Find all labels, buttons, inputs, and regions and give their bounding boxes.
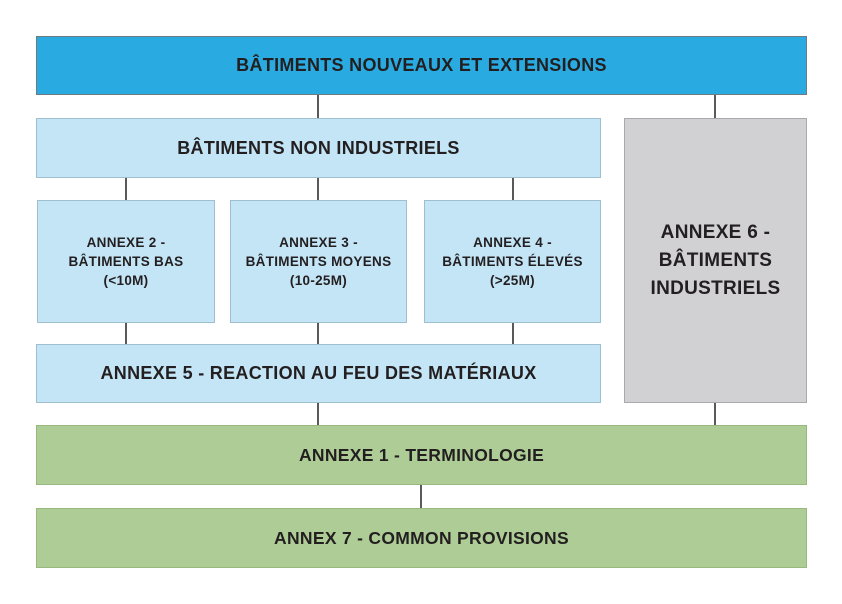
connector-top-to-non-industriels xyxy=(317,95,319,118)
connector-top-to-annexe-6 xyxy=(714,95,716,118)
node-annexe-4-batiments-eleves: ANNEXE 4 - BÂTIMENTS ÉLEVÉS (>25M) xyxy=(424,200,601,323)
connector-non-industriels-to-annexe-4 xyxy=(512,178,514,200)
node-annex-7-common-provisions: ANNEX 7 - COMMON PROVISIONS xyxy=(36,508,807,568)
connector-annexe-3-to-annexe-5 xyxy=(317,323,319,344)
node-annexe-1-terminologie: ANNEXE 1 - TERMINOLOGIE xyxy=(36,425,807,485)
node-batiments-non-industriels: BÂTIMENTS NON INDUSTRIELS xyxy=(36,118,601,178)
node-annexe-6-batiments-industriels: ANNEXE 6 - BÂTIMENTS INDUSTRIELS xyxy=(624,118,807,403)
connector-annexe-2-to-annexe-5 xyxy=(125,323,127,344)
node-annexe-3-batiments-moyens: ANNEXE 3 - BÂTIMENTS MOYENS (10-25M) xyxy=(230,200,407,323)
node-batiments-nouveaux-et-extensions: BÂTIMENTS NOUVEAUX ET EXTENSIONS xyxy=(36,36,807,95)
connector-annexe-5-to-annexe-1 xyxy=(317,403,319,425)
node-annexe-2-batiments-bas: ANNEXE 2 - BÂTIMENTS BAS (<10M) xyxy=(37,200,215,323)
connector-non-industriels-to-annexe-2 xyxy=(125,178,127,200)
connector-annexe-1-to-annex-7 xyxy=(420,485,422,508)
connector-annexe-6-to-annexe-1 xyxy=(714,403,716,425)
connector-annexe-4-to-annexe-5 xyxy=(512,323,514,344)
connector-non-industriels-to-annexe-3 xyxy=(317,178,319,200)
node-annexe-5-reaction-au-feu: ANNEXE 5 - REACTION AU FEU DES MATÉRIAUX xyxy=(36,344,601,403)
